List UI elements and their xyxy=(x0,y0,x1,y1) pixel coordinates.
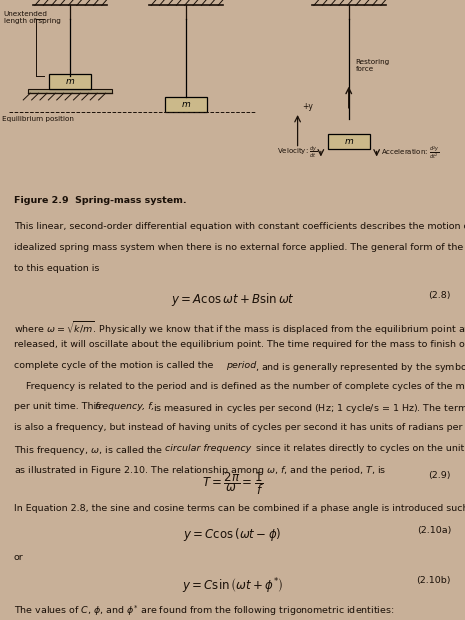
Text: or: or xyxy=(14,554,24,562)
Text: , and is generally represented by the symbol $T$.: , and is generally represented by the sy… xyxy=(255,361,465,374)
Bar xyxy=(165,97,207,112)
Text: since it relates directly to cycles on the unit circle,: since it relates directly to cycles on t… xyxy=(253,444,465,453)
Text: Restoring
force: Restoring force xyxy=(356,60,390,73)
Text: m: m xyxy=(66,78,74,86)
Bar xyxy=(49,74,91,89)
Text: as illustrated in Figure 2.10. The relationship among $\omega$, $f$, and the per: as illustrated in Figure 2.10. The relat… xyxy=(14,464,386,477)
Text: Equilibrium position: Equilibrium position xyxy=(2,116,74,122)
Text: Frequency is related to the period and is defined as the number of complete cycl: Frequency is related to the period and i… xyxy=(14,382,465,391)
Text: (2.10a): (2.10a) xyxy=(417,526,451,536)
Text: Figure 2.9  Spring-mass system.: Figure 2.9 Spring-mass system. xyxy=(14,195,186,205)
Text: This linear, second-order differential equation with constant coefficients descr: This linear, second-order differential e… xyxy=(14,223,465,231)
Text: Acceleration: $\frac{d^2y}{dt^2}$: Acceleration: $\frac{d^2y}{dt^2}$ xyxy=(381,144,440,161)
Text: to this equation is: to this equation is xyxy=(14,264,100,273)
Text: $T = \dfrac{2\pi}{\omega} = \dfrac{1}{f}$: $T = \dfrac{2\pi}{\omega} = \dfrac{1}{f}… xyxy=(202,471,263,497)
Text: circular frequency: circular frequency xyxy=(165,444,251,453)
Text: +y: +y xyxy=(302,102,313,111)
Text: frequency, f,: frequency, f, xyxy=(95,402,155,412)
Text: $y = C\sin\left(\omega t + \phi^{*}\right)$: $y = C\sin\left(\omega t + \phi^{*}\righ… xyxy=(182,576,283,596)
Text: m: m xyxy=(182,100,190,109)
Text: Velocity: $\frac{dy}{dt}$: Velocity: $\frac{dy}{dt}$ xyxy=(277,145,317,161)
Text: m: m xyxy=(345,136,353,146)
Text: idealized spring mass system when there is no external force applied. The genera: idealized spring mass system when there … xyxy=(14,243,465,252)
Text: $y = C\cos\left(\omega t - \phi\right)$: $y = C\cos\left(\omega t - \phi\right)$ xyxy=(183,526,282,544)
Text: In Equation 2.8, the sine and cosine terms can be combined if a phase angle is i: In Equation 2.8, the sine and cosine ter… xyxy=(14,503,465,513)
Text: (2.8): (2.8) xyxy=(429,291,451,299)
Text: is measured in cycles per second (Hz; 1 cycle/s = 1 Hz). The term $\omega$: is measured in cycles per second (Hz; 1 … xyxy=(150,402,465,415)
Text: The values of $C$, $\phi$, and $\phi^{*}$ are found from the following trigonome: The values of $C$, $\phi$, and $\phi^{*}… xyxy=(14,603,394,618)
Text: $y = A\cos\omega t + B\sin\omega t$: $y = A\cos\omega t + B\sin\omega t$ xyxy=(171,291,294,308)
Text: Unextended
length of spring: Unextended length of spring xyxy=(4,11,60,24)
Bar xyxy=(328,134,370,149)
Text: complete cycle of the motion is called the: complete cycle of the motion is called t… xyxy=(14,361,216,370)
Text: per unit time. This: per unit time. This xyxy=(14,402,104,412)
Text: (2.10b): (2.10b) xyxy=(417,576,451,585)
Bar xyxy=(28,89,112,93)
Text: period: period xyxy=(226,361,256,370)
Text: where $\omega = \sqrt{k/m}$. Physically we know that if the mass is displaced fr: where $\omega = \sqrt{k/m}$. Physically … xyxy=(14,320,465,337)
Text: (2.9): (2.9) xyxy=(429,471,451,480)
Text: released, it will oscillate about the equilibrium point. The time required for t: released, it will oscillate about the eq… xyxy=(14,340,465,349)
Text: This frequency, $\omega$, is called the: This frequency, $\omega$, is called the xyxy=(14,444,164,457)
Text: is also a frequency, but instead of having units of cycles per second it has uni: is also a frequency, but instead of havi… xyxy=(14,423,465,432)
